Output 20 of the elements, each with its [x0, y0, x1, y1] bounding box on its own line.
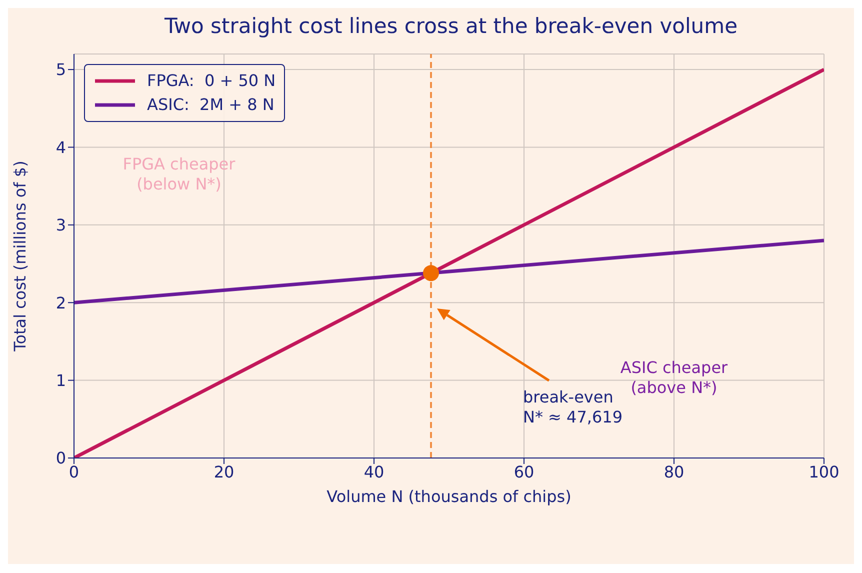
y-tick-label: 2	[56, 293, 66, 312]
y-tick-label: 3	[56, 216, 66, 235]
x-tick-label: 40	[364, 462, 384, 482]
y-axis-title: Total cost (millions of $)	[10, 160, 30, 352]
legend-label: ASIC: 2M + 8 N	[147, 94, 274, 116]
annotation: ASIC cheaper (above N*)	[620, 358, 728, 397]
y-tick-label: 0	[56, 448, 66, 468]
y-tick-label: 5	[56, 60, 66, 80]
x-tick-label: 100	[808, 462, 840, 482]
x-tick-label: 60	[514, 462, 534, 482]
x-tick-label: 0	[68, 462, 80, 482]
legend-label: FPGA: 0 + 50 N	[147, 70, 276, 92]
y-tick-label: 4	[56, 138, 66, 157]
x-axis-title: Volume N (thousands of chips)	[326, 487, 572, 506]
annotation: break-even N* ≈ 47,619	[523, 388, 623, 427]
annotation: FPGA cheaper (below N*)	[122, 154, 236, 194]
x-tick-label: 80	[664, 462, 684, 482]
x-tick-label: 20	[214, 462, 234, 482]
y-tick-label: 1	[56, 370, 66, 390]
chart-title: Two straight cost lines cross at the break-even volume	[164, 13, 738, 40]
